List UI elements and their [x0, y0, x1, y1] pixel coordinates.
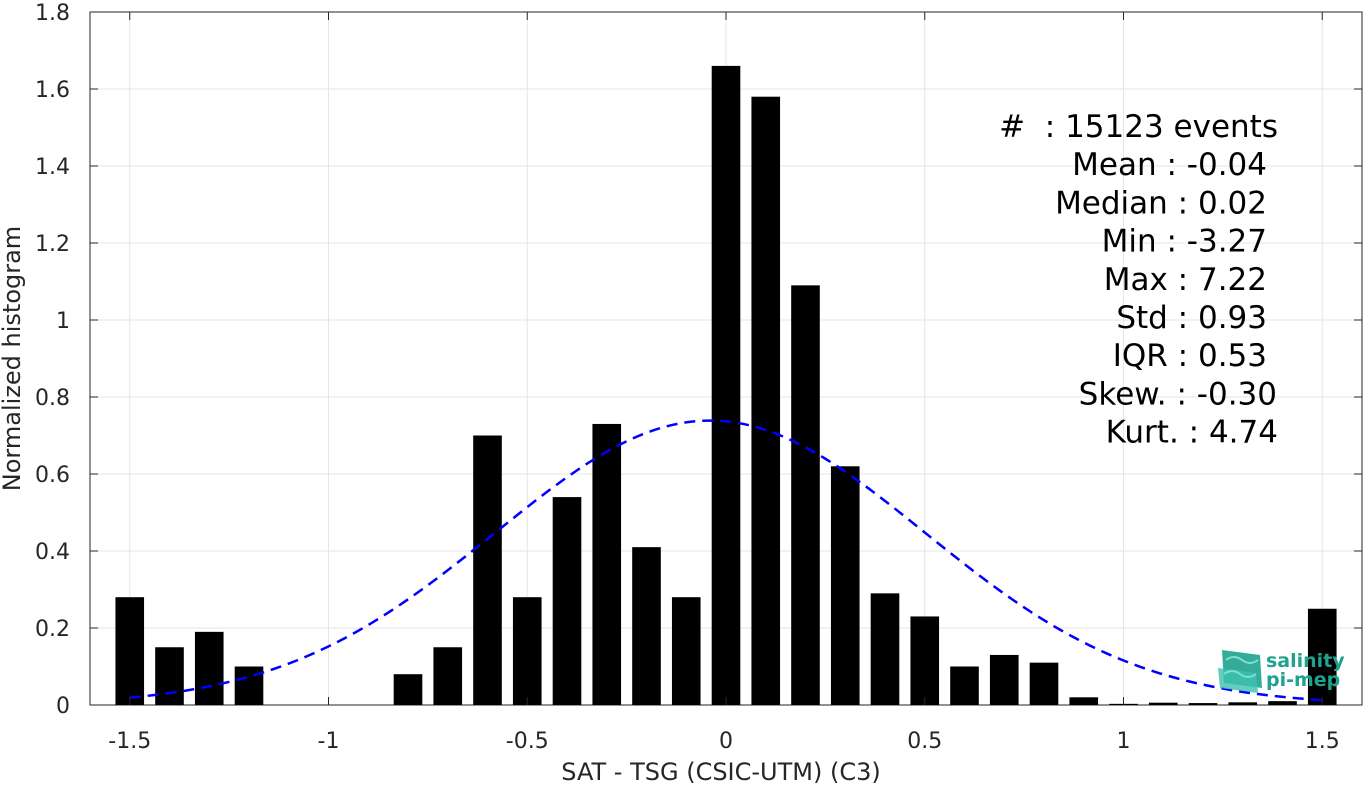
- y-tick-label: 1.6: [35, 78, 70, 103]
- histogram-bar: [1069, 697, 1099, 705]
- y-tick-label: 1.4: [35, 155, 70, 180]
- y-tick-label: 0.4: [35, 540, 70, 565]
- stat-line: Min : -3.27: [1102, 224, 1267, 260]
- histogram-bar: [234, 666, 264, 705]
- stat-line: Std : 0.93: [1116, 300, 1267, 336]
- histogram-bar: [1307, 608, 1337, 705]
- stat-line: Kurt. : 4.74: [1106, 415, 1278, 451]
- x-tick-labels: -1.5 -1 -0.5 0 0.5 1 1.5: [108, 729, 1339, 754]
- stat-line: IQR : 0.53: [1113, 338, 1267, 374]
- histogram-bar: [473, 435, 502, 705]
- x-tick-label: -0.5: [506, 729, 549, 754]
- logo-text-salinity: salinity: [1266, 650, 1345, 672]
- stat-line: Skew. : -0.30: [1079, 376, 1277, 412]
- stat-line: # : 15123 events: [999, 109, 1278, 145]
- histogram-bar: [433, 647, 463, 705]
- x-tick-label: 0: [719, 729, 733, 754]
- histogram-bar: [194, 631, 224, 705]
- stat-line: Mean : -0.04: [1072, 147, 1267, 183]
- histogram-bar: [671, 597, 701, 705]
- histogram-bars: [115, 65, 1337, 705]
- x-tick-label: -1.5: [108, 729, 151, 754]
- histogram-bar: [989, 654, 1019, 705]
- y-axis-label: Normalized histogram: [0, 226, 26, 491]
- x-tick-label: -1: [318, 729, 340, 754]
- y-tick-label: 1.8: [35, 1, 70, 26]
- histogram-bar: [711, 65, 741, 705]
- stat-line: Max : 7.22: [1104, 262, 1267, 298]
- histogram-bar: [870, 593, 900, 705]
- histogram-bar: [950, 666, 979, 705]
- histogram-bar: [1228, 702, 1258, 705]
- histogram-bar: [1268, 701, 1297, 705]
- x-tick-label: 1: [1117, 729, 1131, 754]
- histogram-bar: [552, 497, 582, 705]
- histogram-bar: [115, 597, 145, 705]
- histogram-bar: [393, 674, 423, 705]
- histogram-bar: [1148, 702, 1178, 705]
- x-tick-label: 0.5: [907, 729, 942, 754]
- histogram-bar: [1029, 662, 1059, 705]
- y-tick-label: 0.6: [35, 463, 70, 488]
- y-tick-label: 1: [56, 309, 70, 334]
- histogram-bar: [830, 466, 860, 705]
- histogram-bar: [592, 423, 622, 705]
- y-tick-label: 0: [56, 694, 70, 719]
- stat-line: Median : 0.02: [1055, 185, 1267, 221]
- y-tick-label: 0.8: [35, 386, 70, 411]
- histogram-bar: [155, 647, 184, 705]
- histogram-bar: [751, 96, 781, 705]
- histogram-bar: [632, 547, 661, 705]
- logo-text-pimep: pi-mep: [1266, 669, 1340, 691]
- x-axis-label: SAT - TSG (CSIC-UTM) (C3): [561, 758, 880, 785]
- histogram-bar: [910, 616, 940, 705]
- y-tick-label: 0.2: [35, 617, 70, 642]
- y-tick-label: 1.2: [35, 232, 70, 257]
- salinity-pimep-logo: salinity pi-mep: [1218, 650, 1345, 693]
- logo-mark-icon: [1218, 650, 1262, 693]
- histogram-bar: [1188, 703, 1218, 705]
- gaussian-fit-curve: [129, 419, 1323, 702]
- axis-ticks: [90, 11, 1362, 706]
- histogram-bar: [512, 597, 542, 705]
- histogram-bar: [791, 285, 820, 705]
- y-tick-labels: 0 0.2 0.4 0.6 0.8 1 1.2 1.4 1.6 1.8: [35, 1, 70, 719]
- x-tick-label: 1.5: [1305, 729, 1340, 754]
